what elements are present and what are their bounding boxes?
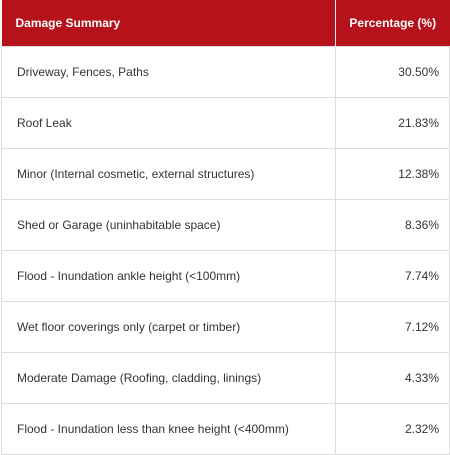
header-percentage: Percentage (%)	[349, 15, 437, 30]
table-row: Flood - Inundation less than knee height…	[1, 402, 450, 455]
table-row: Shed or Garage (uninhabitable space) 8.3…	[1, 198, 450, 251]
row-percentage: 2.32%	[335, 402, 450, 455]
row-percentage: 8.36%	[335, 198, 450, 251]
header-damage-summary: Damage Summary	[1, 0, 336, 46]
table-row: Moderate Damage (Roofing, cladding, lini…	[1, 351, 450, 404]
row-percentage: 21.83%	[335, 96, 450, 149]
table-row: Wet floor coverings only (carpet or timb…	[1, 300, 450, 353]
table-row: Flood - Inundation ankle height (<100mm)…	[1, 249, 450, 302]
table-row: Driveway, Fences, Paths 30.50%	[1, 45, 450, 98]
row-category: Roof Leak	[1, 96, 336, 149]
table-header: Damage Summary Percentage (%)	[1, 0, 450, 46]
table-row: Roof Leak 21.83%	[1, 96, 450, 149]
table-row: Minor (Internal cosmetic, external struc…	[1, 147, 450, 200]
row-percentage: 30.50%	[335, 45, 450, 98]
row-category: Flood - Inundation ankle height (<100mm)	[1, 249, 336, 302]
row-percentage: 12.38%	[335, 147, 450, 200]
header-row: Damage Summary Percentage (%)	[1, 0, 450, 46]
row-category: Wet floor coverings only (carpet or timb…	[1, 300, 336, 353]
row-percentage: 4.33%	[335, 351, 450, 404]
row-category: Driveway, Fences, Paths	[1, 45, 336, 98]
row-category: Minor (Internal cosmetic, external struc…	[1, 147, 336, 200]
table-body: Driveway, Fences, Paths 30.50% Roof Leak…	[1, 45, 450, 455]
row-percentage: 7.12%	[335, 300, 450, 353]
row-category: Shed or Garage (uninhabitable space)	[1, 198, 336, 251]
row-category: Flood - Inundation less than knee height…	[1, 402, 336, 455]
row-category: Moderate Damage (Roofing, cladding, lini…	[1, 351, 336, 404]
row-percentage: 7.74%	[335, 249, 450, 302]
